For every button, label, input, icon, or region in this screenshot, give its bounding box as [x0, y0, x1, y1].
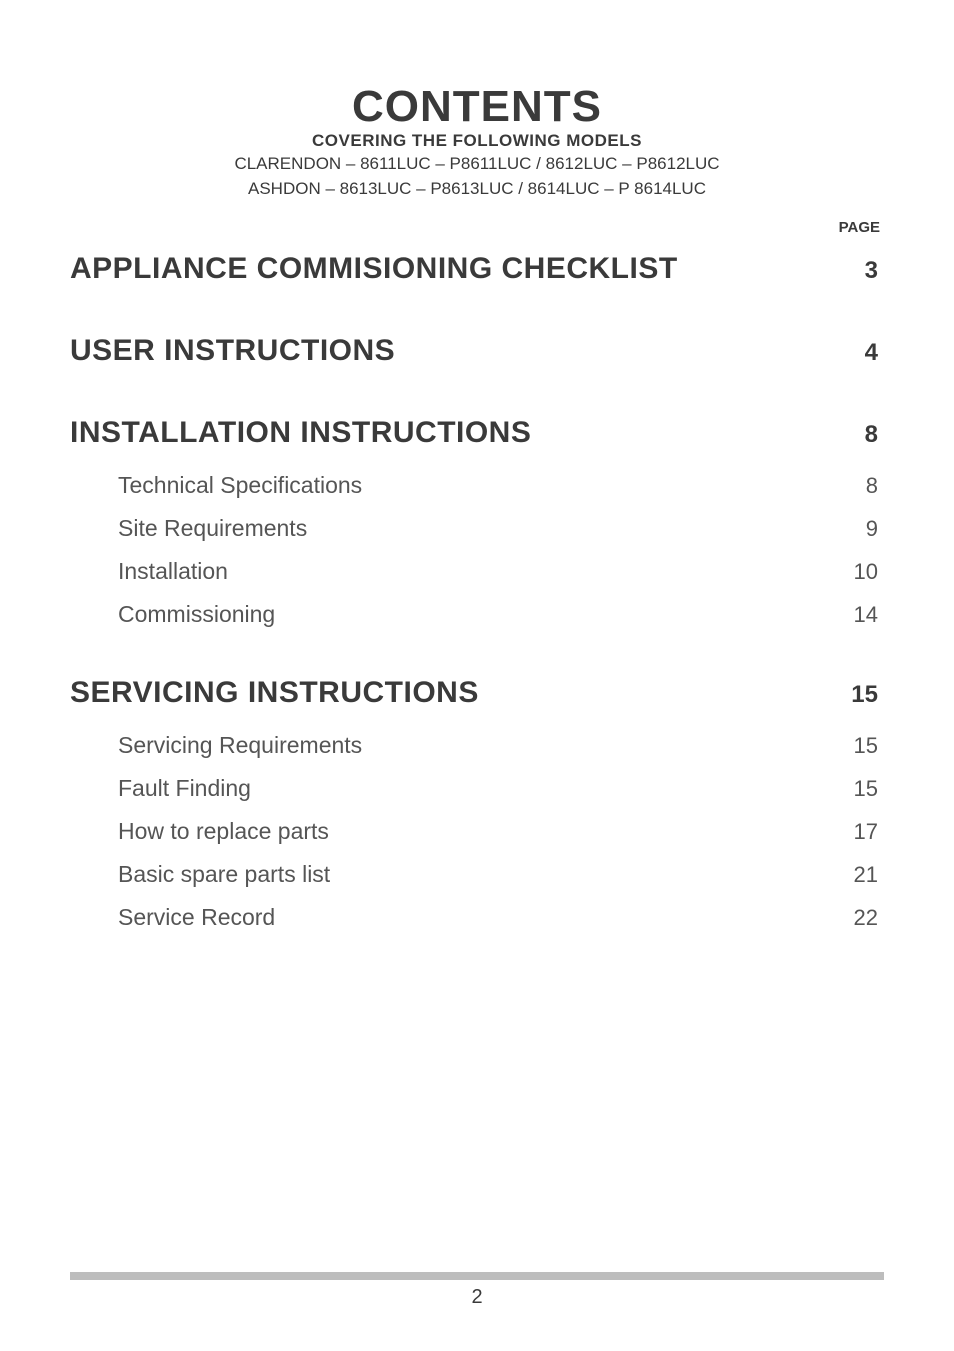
- toc-subitem: Service Record 22: [70, 904, 884, 931]
- page-column-label: PAGE: [70, 219, 884, 236]
- toc-subitem-page: 8: [866, 473, 884, 499]
- footer-rule: [70, 1272, 884, 1280]
- toc-section-title: USER INSTRUCTIONS: [70, 334, 395, 368]
- document-page: CONTENTS COVERING THE FOLLOWING MODELS C…: [0, 0, 954, 1351]
- toc-subitems: Technical Specifications 8 Site Requirem…: [70, 472, 884, 628]
- models-line-2: ASHDON – 8613LUC – P8613LUC / 8614LUC – …: [70, 178, 884, 201]
- toc-section-title: APPLIANCE COMMISIONING CHECKLIST: [70, 252, 678, 286]
- toc-subitem-page: 15: [854, 733, 884, 759]
- toc-section-page: 4: [865, 339, 884, 367]
- toc-subitem: Fault Finding 15: [70, 775, 884, 802]
- toc-subitem: Commissioning 14: [70, 601, 884, 628]
- toc-subitem-page: 22: [854, 905, 884, 931]
- toc-subitem-page: 10: [854, 559, 884, 585]
- toc-section-page: 15: [851, 681, 884, 709]
- toc-section: SERVICING INSTRUCTIONS 15: [70, 676, 884, 710]
- toc-subitems: Servicing Requirements 15 Fault Finding …: [70, 732, 884, 931]
- toc-subitem: Technical Specifications 8: [70, 472, 884, 499]
- toc-subitem-title: Installation: [118, 558, 228, 585]
- toc-subitem: Site Requirements 9: [70, 515, 884, 542]
- toc-subitem-title: Servicing Requirements: [118, 732, 362, 759]
- page-footer: 2: [70, 1272, 884, 1309]
- toc-subitem-title: Fault Finding: [118, 775, 251, 802]
- toc-section: USER INSTRUCTIONS 4: [70, 334, 884, 368]
- toc-section-title: INSTALLATION INSTRUCTIONS: [70, 416, 531, 450]
- toc-subitem-page: 14: [854, 602, 884, 628]
- toc-subitem: Basic spare parts list 21: [70, 861, 884, 888]
- toc-subitem-title: Technical Specifications: [118, 472, 362, 499]
- toc-subitem-page: 17: [854, 819, 884, 845]
- toc-section-page: 3: [865, 257, 884, 285]
- toc-section-page: 8: [865, 421, 884, 449]
- toc-subitem-title: How to replace parts: [118, 818, 329, 845]
- page-number: 2: [70, 1286, 884, 1309]
- toc-subitem-title: Commissioning: [118, 601, 275, 628]
- toc-subitem: How to replace parts 17: [70, 818, 884, 845]
- toc-section: INSTALLATION INSTRUCTIONS 8: [70, 416, 884, 450]
- toc-subitem-page: 15: [854, 776, 884, 802]
- toc-subitem-title: Site Requirements: [118, 515, 307, 542]
- contents-title: CONTENTS: [70, 85, 884, 129]
- toc-subitem-page: 21: [854, 862, 884, 888]
- toc-subitem-title: Basic spare parts list: [118, 861, 330, 888]
- models-line-1: CLARENDON – 8611LUC – P8611LUC / 8612LUC…: [70, 153, 884, 176]
- toc-subitem: Installation 10: [70, 558, 884, 585]
- toc-section-title: SERVICING INSTRUCTIONS: [70, 676, 479, 710]
- toc-section: APPLIANCE COMMISIONING CHECKLIST 3: [70, 252, 884, 286]
- toc-subitem: Servicing Requirements 15: [70, 732, 884, 759]
- contents-subtitle: COVERING THE FOLLOWING MODELS: [70, 131, 884, 151]
- toc-subitem-page: 9: [866, 516, 884, 542]
- toc-subitem-title: Service Record: [118, 904, 275, 931]
